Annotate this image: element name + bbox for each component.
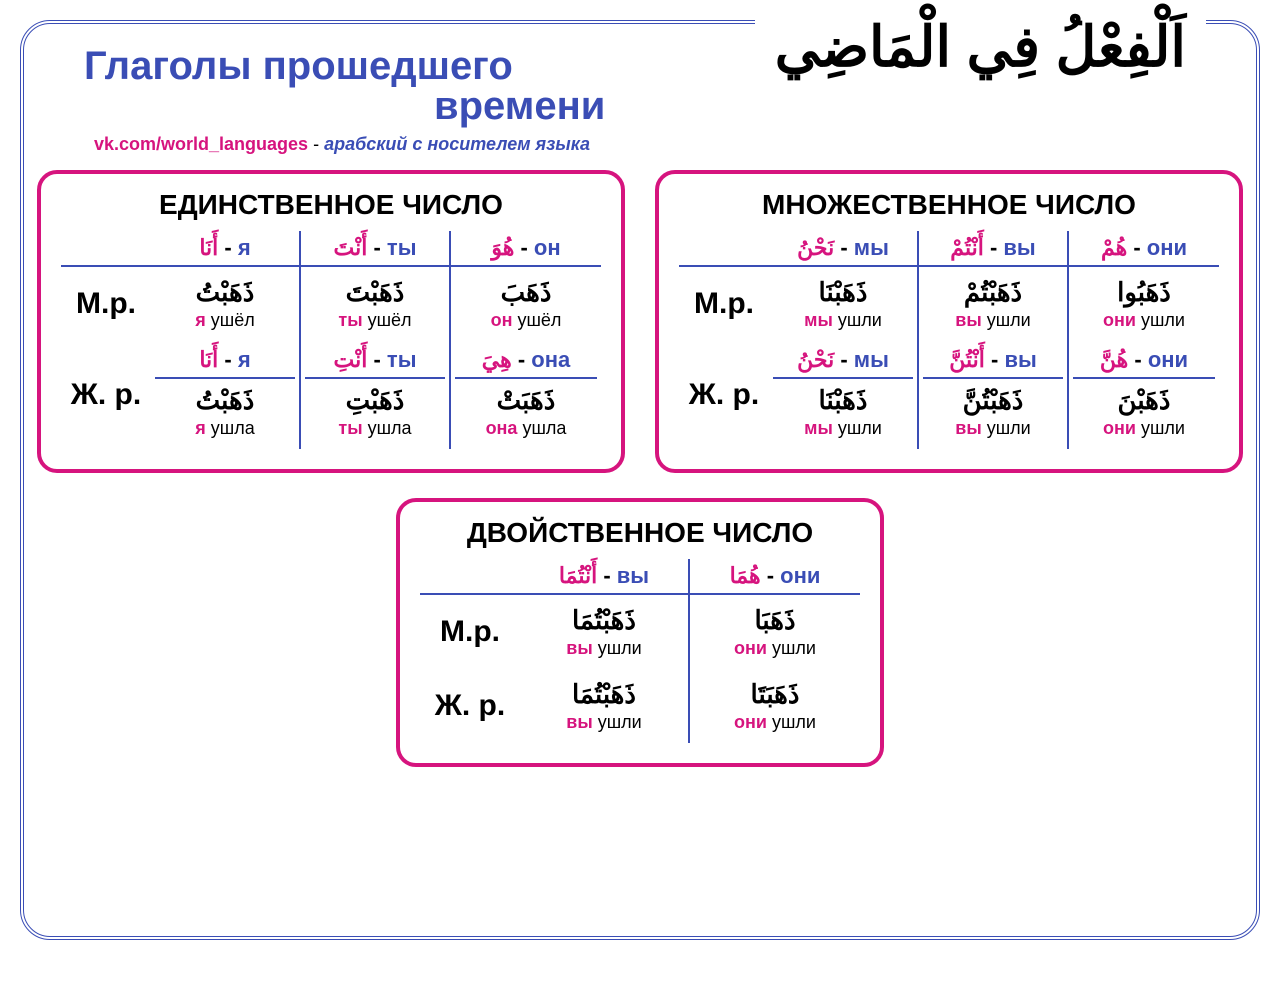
- empty-header: [61, 231, 151, 267]
- bottom-card-row: ДВОЙСТВЕННОЕ ЧИСЛО أَنْتُمَا - вы هُمَا …: [54, 498, 1226, 767]
- separator: -: [308, 134, 324, 154]
- dual-title: ДВОЙСТВЕННОЕ ЧИСЛО: [420, 517, 860, 549]
- main-frame: اَلْفِعْلُ فِي الْمَاضِي Глаголы прошедш…: [20, 20, 1260, 940]
- row-masculine: М.р.: [61, 267, 151, 341]
- dual-table: أَنْتُمَا - вы هُمَا - они М.р. ذَهَبْتُ…: [420, 559, 860, 743]
- source-link[interactable]: vk.com/world_languages: [94, 134, 308, 154]
- header-2p-sg: أَنْتَ - ты: [301, 231, 451, 267]
- cell-du-m-3: ذَهَبَاони ушли: [690, 595, 860, 669]
- dual-card: ДВОЙСТВЕННОЕ ЧИСЛО أَنْتُمَا - вы هُمَا …: [396, 498, 884, 767]
- source-description: арабский с носителем языка: [324, 134, 590, 154]
- cell-du-f-3: ذَهَبَتَاони ушли: [690, 669, 860, 743]
- singular-card: ЕДИНСТВЕННОЕ ЧИСЛО أَنَا - я أَنْتَ - ты…: [37, 170, 625, 473]
- cell-pl-m-3: ذَهَبُواони ушли: [1069, 267, 1219, 341]
- plural-title: МНОЖЕСТВЕННОЕ ЧИСЛО: [679, 189, 1219, 221]
- header-2p-dual: أَنْتُمَا - вы: [520, 559, 690, 595]
- header-1p-pl: نَحْنُ - мы: [769, 231, 919, 267]
- plural-table: نَحْنُ - мы أَنْتُمْ - вы هُمْ - они М.р…: [679, 231, 1219, 449]
- empty-header: [420, 559, 520, 595]
- row-feminine: Ж. р.: [420, 669, 520, 743]
- header-3p-dual: هُمَا - они: [690, 559, 860, 595]
- row-feminine: Ж. р.: [679, 341, 769, 449]
- cell-sg-f-1: أَنَا - я ذَهَبْتُя ушла: [151, 341, 301, 449]
- top-cards-row: ЕДИНСТВЕННОЕ ЧИСЛО أَنَا - я أَنْتَ - ты…: [54, 170, 1226, 473]
- cell-sg-m-3: ذَهَبَон ушёл: [451, 267, 601, 341]
- cell-pl-f-3: هُنَّ - они ذَهَبْنَони ушли: [1069, 341, 1219, 449]
- header-3p-pl-m: هُمْ - они: [1069, 231, 1219, 267]
- plural-card: МНОЖЕСТВЕННОЕ ЧИСЛО نَحْنُ - мы أَنْتُمْ…: [655, 170, 1243, 473]
- singular-title: ЕДИНСТВЕННОЕ ЧИСЛО: [61, 189, 601, 221]
- cell-du-m-2: ذَهَبْتُمَاвы ушли: [520, 595, 690, 669]
- row-masculine: М.р.: [679, 267, 769, 341]
- singular-table: أَنَا - я أَنْتَ - ты هُوَ - он М.р. ذَه…: [61, 231, 601, 449]
- header-2p-pl-m: أَنْتُمْ - вы: [919, 231, 1069, 267]
- arabic-title: اَلْفِعْلُ فِي الْمَاضِي: [755, 14, 1206, 80]
- cell-sg-f-3: هِيَ - она ذَهَبَتْона ушла: [451, 341, 601, 449]
- row-feminine: Ж. р.: [61, 341, 151, 449]
- empty-header: [679, 231, 769, 267]
- header-3p-sg-m: هُوَ - он: [451, 231, 601, 267]
- cell-du-f-2: ذَهَبْتُمَاвы ушли: [520, 669, 690, 743]
- cell-pl-f-2: أَنْتُنَّ - вы ذَهَبْتُنَّвы ушли: [919, 341, 1069, 449]
- cell-pl-m-2: ذَهَبْتُمْвы ушли: [919, 267, 1069, 341]
- title-line-2: времени: [434, 84, 1226, 129]
- row-masculine: М.р.: [420, 595, 520, 669]
- header-1p-sg: أَنَا - я: [151, 231, 301, 267]
- cell-pl-f-1: نَحْنُ - мы ذَهَبْنَاмы ушли: [769, 341, 919, 449]
- cell-sg-m-2: ذَهَبْتَты ушёл: [301, 267, 451, 341]
- cell-sg-f-2: أَنْتِ - ты ذَهَبْتِты ушла: [301, 341, 451, 449]
- subtitle: vk.com/world_languages - арабский с носи…: [94, 134, 1226, 155]
- cell-sg-m-1: ذَهَبْتُя ушёл: [151, 267, 301, 341]
- cell-pl-m-1: ذَهَبْنَاмы ушли: [769, 267, 919, 341]
